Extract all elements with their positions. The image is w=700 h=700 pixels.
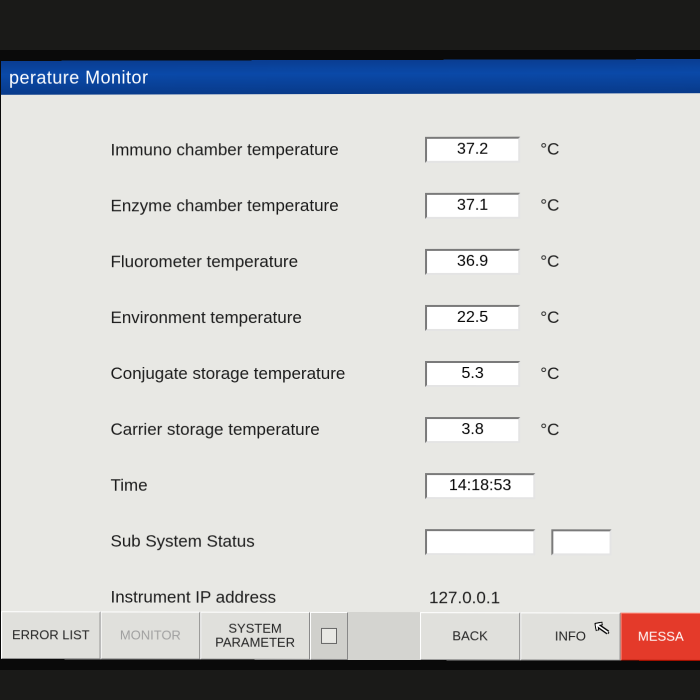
reading-unit: °C (540, 140, 559, 160)
reading-row: Fluorometer temperature 36.9 °C (1, 234, 700, 291)
reading-row: Sub System Status (1, 514, 700, 571)
reading-row: Carrier storage temperature 3.8 °C (1, 402, 700, 458)
reading-label: Time (111, 476, 425, 496)
reading-label: Instrument IP address (111, 588, 425, 609)
reading-label: Environment temperature (111, 308, 425, 328)
reading-value: 5.3 (425, 361, 520, 387)
reading-label: Sub System Status (111, 532, 425, 552)
reading-value: 37.1 (425, 193, 520, 219)
reading-value: 22.5 (425, 305, 520, 331)
back-button[interactable]: BACK (420, 612, 520, 660)
status-box-1 (425, 529, 535, 555)
screen: perature Monitor Immuno chamber temperat… (1, 59, 700, 661)
error-list-button[interactable]: ERROR LIST (1, 611, 100, 659)
reading-value: 3.8 (425, 417, 520, 443)
reading-label: Immuno chamber temperature (111, 140, 425, 161)
reading-label: Conjugate storage temperature (111, 364, 425, 384)
reading-row: Conjugate storage temperature 5.3 °C (1, 346, 700, 402)
reading-row: Immuno chamber temperature 37.2 °C (1, 121, 700, 178)
reading-value: 37.2 (425, 137, 520, 163)
bottom-toolbar: ERROR LIST MONITOR SYSTEM PARAMETER BACK… (1, 611, 700, 661)
reading-row: Environment temperature 22.5 °C (1, 290, 700, 346)
monitor-button[interactable]: MONITOR (101, 611, 201, 659)
toolbar-gap (348, 612, 420, 660)
reading-unit: °C (540, 252, 559, 272)
window-titlebar: perature Monitor (1, 59, 700, 95)
time-value: 14:18:53 (425, 473, 535, 499)
square-button[interactable] (310, 612, 348, 660)
reading-label: Enzyme chamber temperature (111, 196, 425, 216)
message-button[interactable]: MESSA (621, 613, 700, 661)
reading-unit: °C (540, 364, 559, 384)
ip-address-value: 127.0.0.1 (425, 588, 500, 608)
reading-unit: °C (540, 420, 559, 440)
system-parameter-button[interactable]: SYSTEM PARAMETER (200, 612, 310, 660)
square-icon (321, 628, 337, 644)
reading-unit: °C (540, 308, 559, 328)
info-button[interactable]: INFO (520, 612, 620, 660)
reading-row: Enzyme chamber temperature 37.1 °C (1, 177, 700, 234)
status-boxes (425, 529, 612, 555)
content-area: Immuno chamber temperature 37.2 °C Enzym… (1, 93, 700, 613)
reading-label: Carrier storage temperature (111, 420, 425, 440)
status-box-2 (551, 529, 611, 555)
reading-unit: °C (540, 196, 559, 216)
window-title: perature Monitor (9, 67, 148, 88)
reading-row: Time 14:18:53 (1, 458, 700, 515)
reading-label: Fluorometer temperature (111, 252, 425, 272)
reading-value: 36.9 (425, 249, 520, 275)
